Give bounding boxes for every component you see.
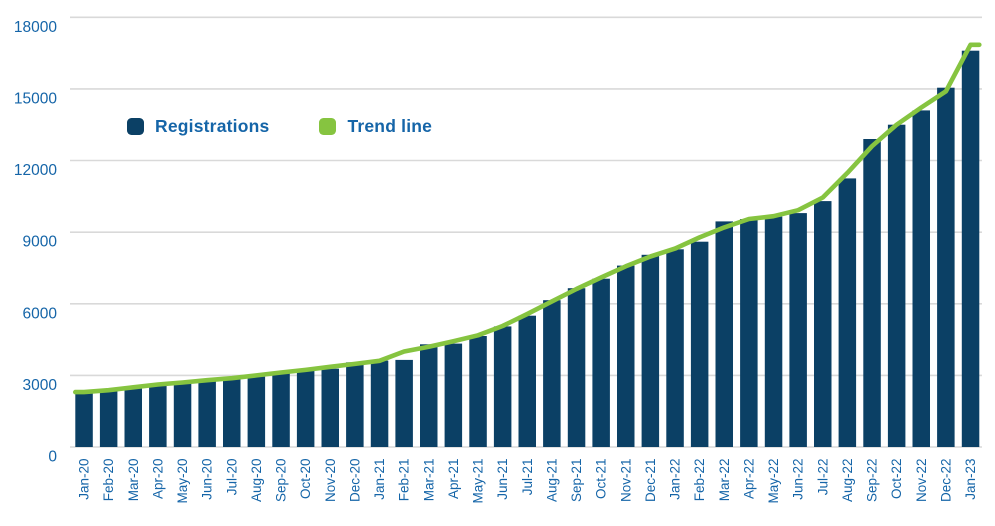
bar-Oct-21	[592, 278, 610, 447]
x-axis-tick-label: Jul-21	[520, 459, 535, 496]
x-axis-tick-label: Jul-22	[815, 459, 830, 496]
registrations-swatch-icon	[127, 118, 144, 136]
bar-May-20	[173, 382, 192, 447]
bar-Mar-20	[124, 386, 142, 447]
bars-group	[75, 50, 980, 448]
bar-Feb-20	[99, 390, 118, 447]
y-axis-tick-label: 6000	[23, 305, 58, 322]
bar-May-21	[469, 336, 487, 447]
bar-Aug-21	[543, 300, 561, 447]
x-axis-tick-label: Dec-20	[347, 459, 362, 503]
x-axis-tick-label: Apr-22	[741, 459, 756, 500]
x-axis-tick-label: Jun-21	[495, 459, 510, 500]
x-axis-tick-label: Jan-21	[372, 459, 387, 500]
bar-Sep-21	[567, 288, 586, 447]
bar-Nov-22	[912, 110, 930, 448]
bar-Apr-20	[149, 384, 167, 447]
x-axis-tick-label: Mar-21	[421, 459, 436, 502]
x-axis-tick-label: Sep-22	[865, 459, 880, 503]
bar-Dec-20	[346, 362, 364, 447]
y-axis-tick-label: 18000	[14, 19, 57, 36]
x-axis-tick-label: Jul-20	[224, 459, 239, 496]
x-axis-tick-label: Nov-20	[323, 459, 338, 503]
bar-Aug-22	[838, 178, 857, 447]
x-axis-tick-label: Sep-21	[569, 459, 584, 503]
x-axis-tick-label: Dec-22	[938, 459, 953, 503]
x-axis-tick-label: Jan-22	[668, 459, 683, 500]
bar-Dec-21	[641, 254, 660, 447]
bar-Jan-20	[75, 393, 93, 447]
bar-Mar-22	[715, 221, 733, 447]
x-axis-tick-label: Apr-20	[150, 459, 165, 500]
bar-Mar-21	[420, 344, 438, 447]
bar-Jul-21	[518, 315, 536, 447]
bar-Feb-21	[395, 359, 413, 447]
trend-line-swatch-icon	[319, 118, 337, 136]
y-axis-tick-label: 3000	[23, 377, 58, 394]
bar-Feb-22	[690, 241, 709, 447]
bar-Jan-23	[961, 50, 980, 447]
x-axis-tick-label: Apr-21	[446, 459, 461, 500]
bar-May-22	[764, 216, 783, 447]
y-axis-tick-label: 15000	[14, 90, 57, 107]
trend-line	[73, 42, 982, 395]
x-axis-tick-label: Aug-21	[544, 459, 559, 503]
bar-Jan-22	[666, 249, 684, 447]
x-axis-tick-label: Aug-22	[840, 459, 855, 503]
bar-Jul-20	[223, 377, 241, 447]
x-axis-tick-label: May-21	[471, 459, 486, 504]
bar-Jun-22	[789, 213, 807, 447]
x-axis-tick-label: Mar-22	[717, 459, 732, 502]
x-axis-tick-label: Sep-20	[274, 459, 289, 503]
bar-Oct-20	[296, 369, 315, 447]
x-axis-tick-label: May-20	[175, 459, 190, 504]
bar-Nov-20	[321, 368, 339, 447]
bar-Apr-21	[444, 343, 463, 447]
x-axis-tick-label: Dec-21	[643, 459, 658, 503]
x-axis-tick-label: Jun-20	[200, 459, 215, 500]
bar-Jun-20	[198, 380, 216, 447]
legend-label-trend-line: Trend line	[347, 116, 433, 136]
x-axis-tick-label: Oct-21	[594, 459, 609, 500]
x-axis-tick-label: May-22	[766, 459, 781, 504]
legend-item-registrations: Registrations	[127, 116, 270, 136]
x-axis-tick-label: Oct-20	[298, 459, 313, 500]
bar-Jul-22	[814, 201, 832, 447]
chart-legend: Registrations Trend line	[127, 116, 433, 136]
bar-Sep-22	[863, 139, 881, 447]
x-axis-tick-label: Feb-20	[101, 459, 116, 502]
y-axis-tick-label: 12000	[14, 162, 57, 179]
y-axis-tick-label: 9000	[23, 234, 58, 251]
x-axis-tick-label: Oct-22	[889, 459, 904, 500]
bar-Oct-22	[887, 124, 906, 447]
bar-Dec-22	[937, 87, 955, 447]
x-axis-tick-label: Feb-21	[397, 459, 412, 502]
x-axis-tick-label: Nov-21	[618, 459, 633, 503]
bar-Jan-21	[370, 360, 389, 447]
x-axis-tick-label: Aug-20	[249, 459, 264, 503]
x-axis-tick-label: Feb-22	[692, 459, 707, 502]
bar-Aug-20	[247, 376, 266, 447]
x-axis-tick-label: Jan-23	[963, 459, 978, 500]
x-axis-tick-label: Nov-22	[914, 459, 929, 503]
y-axis-tick-label: 0	[48, 449, 57, 466]
x-axis-tick-label: Jun-22	[791, 459, 806, 500]
legend-item-trend-line: Trend line	[319, 116, 433, 136]
legend-label-registrations: Registrations	[155, 116, 270, 136]
x-axis-tick-label: Mar-20	[126, 459, 141, 502]
bar-Sep-20	[272, 371, 290, 447]
x-axis-tick-label: Jan-20	[77, 459, 92, 500]
bar-Apr-22	[740, 219, 758, 447]
bar-Nov-21	[617, 265, 635, 447]
bar-Jun-21	[493, 326, 512, 447]
